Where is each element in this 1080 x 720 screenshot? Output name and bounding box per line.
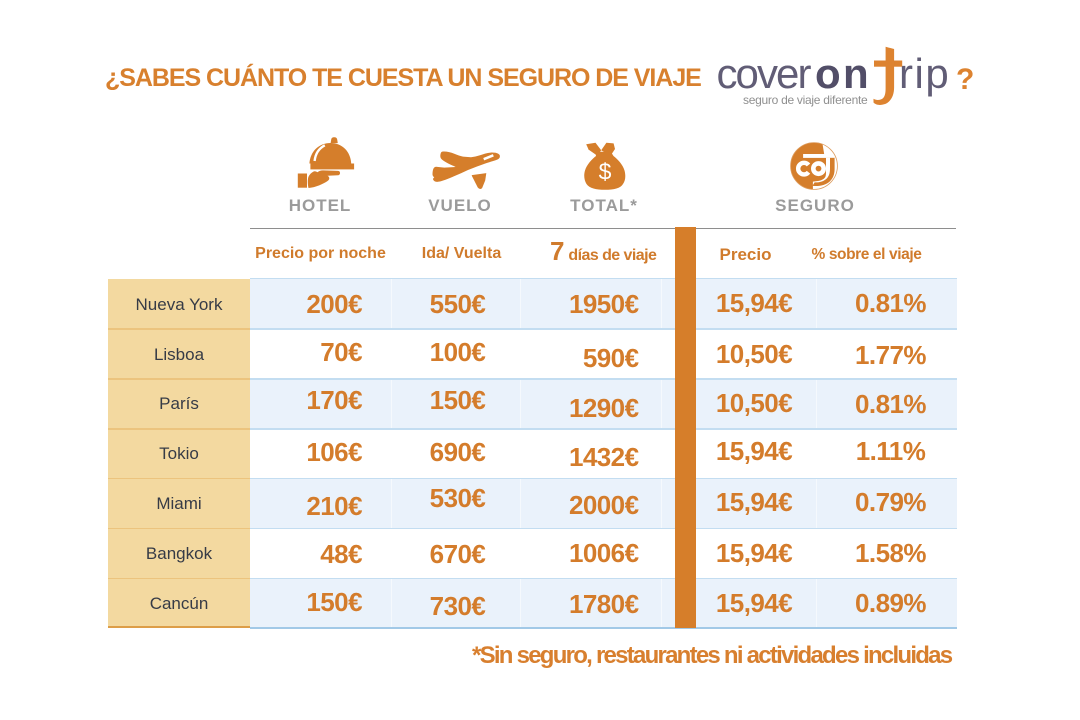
svg-text:$: $ <box>599 159 612 185</box>
